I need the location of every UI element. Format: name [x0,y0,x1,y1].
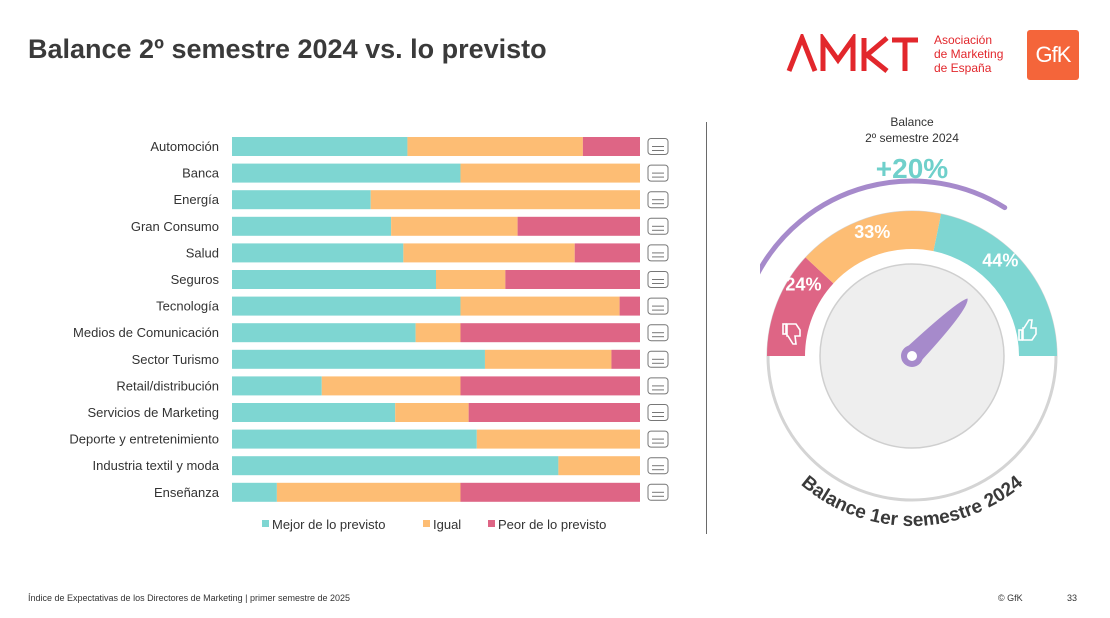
legend-swatch [423,520,430,527]
bar-segment [321,376,461,396]
bottle-icon [647,217,669,235]
category-label: Seguros [171,272,220,287]
ball-icon [647,430,669,448]
bar-segment [232,482,277,502]
page-title: Balance 2º semestre 2024 vs. lo previsto [28,34,547,64]
bar-segment [436,270,506,289]
bar-segment [232,216,392,236]
stacked-bar-chart: Automoción Banca Energía Gran Consumo Salud S… [69,137,669,532]
category-label: Retail/distribución [116,378,219,393]
bar-segment [611,349,640,369]
bar-segment [232,190,371,210]
bar-segment [517,216,640,236]
legend-label: Peor de lo previsto [498,517,606,532]
bar-segment [484,349,612,369]
bar-segment [232,349,485,369]
shoe-icon [647,457,669,475]
bar-segment [232,429,477,449]
bar-segment [460,482,640,502]
bar-segment [232,270,436,289]
thumbs-down-icon [782,323,801,345]
bar-segment [582,137,640,156]
bar-segment [232,403,396,422]
page-number: 33 [1067,593,1078,603]
legend-label: Igual [433,517,461,532]
bar-segment [391,216,518,236]
bar-segment [468,403,640,422]
bar-segment [232,376,322,396]
legend-swatch [488,520,495,527]
gauge-title-line2: 2º semestre 2024 [865,131,959,145]
bar-segment [232,163,461,183]
gauge-segment-label: 44% [982,251,1018,271]
gauge-needle [904,298,968,363]
vertical-divider [706,122,707,534]
car-icon [647,138,669,155]
legend-swatch [262,520,269,527]
category-label: Tecnología [156,299,220,314]
footer-copyright: © GfK [998,593,1023,603]
gauge-segment-label: 24% [785,274,821,294]
amkt-logo [786,34,918,73]
category-label: Sector Turismo [132,352,219,367]
bar-segment [460,163,640,183]
legend-label: Mejor de lo previsto [272,517,385,532]
bar-segment [476,429,640,449]
category-label: Energía [173,192,219,207]
pills-icon [647,244,669,262]
bar-segment [232,323,416,343]
gauge-title-line1: Balance [890,115,934,129]
category-label: Industria textil y moda [93,458,220,473]
bar-segment [574,243,640,263]
gauge-segment [933,213,1057,356]
bar-segment [505,270,640,289]
bar-segment [395,403,469,422]
category-label: Gran Consumo [131,219,219,234]
bar-segment [415,323,461,343]
footer-source: Índice de Expectativas de los Directores… [28,593,350,603]
bar-segment [232,296,461,316]
media-icon [647,324,669,342]
bar-segment [232,456,559,476]
category-label: Salud [186,245,219,260]
category-label: Medios de Comunicación [73,325,219,340]
power-tower-icon [647,191,669,209]
plane-icon [647,350,669,368]
gauge-hub-center [907,351,917,361]
bar-segment [276,482,461,502]
bar-segment [232,137,408,156]
amkt-logo-text: Asociación de Marketing de España [934,33,1004,75]
phone-icon [647,404,669,421]
bar-segment [619,296,640,316]
bar-segment [232,243,404,263]
bar-segment [407,137,583,156]
balance-arc [760,178,1008,275]
bar-segment [460,376,640,396]
bar-segment [460,323,640,343]
cart-icon [647,377,669,395]
bar-segment [558,456,640,476]
gauge-segment-label: 33% [854,222,890,242]
gfk-logo: GfK [1027,30,1079,80]
classroom-icon [647,483,669,501]
bar-segment [370,190,640,210]
bar-segment [403,243,575,263]
bank-icon [647,164,669,182]
thumbs-up-icon [1018,319,1037,341]
shield-icon [647,271,669,288]
category-label: Deporte y entretenimiento [69,432,219,447]
category-label: Servicios de Marketing [88,405,220,420]
chip-icon [647,297,669,315]
gauge-segment [805,211,942,284]
category-label: Enseñanza [154,485,220,500]
category-label: Automoción [150,139,219,154]
category-label: Banca [182,166,220,181]
bar-segment [460,296,620,316]
